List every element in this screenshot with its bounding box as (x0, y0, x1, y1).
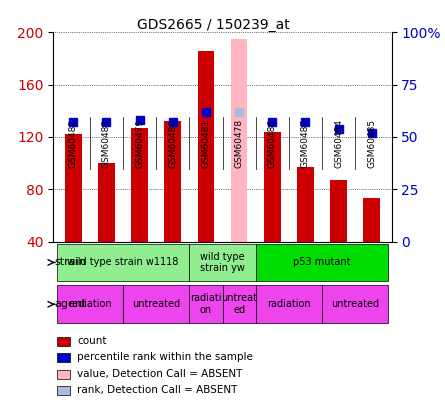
Bar (98, 163, 115, 241)
Text: untreated: untreated (132, 299, 180, 309)
Text: count: count (77, 336, 106, 346)
Text: GSM60484: GSM60484 (334, 119, 343, 168)
Text: rank, Detection Call = ABSENT: rank, Detection Call = ABSENT (77, 386, 238, 395)
Text: untreat
ed: untreat ed (221, 294, 257, 315)
Text: strain: strain (54, 258, 86, 267)
Bar (264, 132, 280, 241)
FancyBboxPatch shape (256, 286, 322, 323)
Text: agent: agent (54, 299, 86, 309)
Text: untreated: untreated (331, 299, 379, 309)
Bar (364, 198, 380, 241)
Bar (65, 134, 81, 241)
FancyBboxPatch shape (322, 286, 388, 323)
Text: GSM60483: GSM60483 (102, 119, 111, 168)
FancyBboxPatch shape (256, 244, 388, 281)
Bar (131, 128, 148, 241)
Text: percentile rank within the sample: percentile rank within the sample (77, 352, 253, 362)
Text: GSM60480: GSM60480 (168, 119, 177, 168)
Text: GSM60482: GSM60482 (69, 119, 78, 168)
Bar (297, 167, 314, 241)
Text: GSM60485: GSM60485 (367, 119, 376, 168)
Text: GSM60481: GSM60481 (202, 119, 210, 168)
Text: GDS2665 / 150239_at: GDS2665 / 150239_at (137, 18, 290, 32)
Text: radiati
on: radiati on (190, 294, 222, 315)
FancyBboxPatch shape (123, 286, 189, 323)
Bar (57, 370, 70, 379)
FancyBboxPatch shape (222, 286, 256, 323)
Text: radiation: radiation (68, 299, 112, 309)
Text: GSM60479: GSM60479 (135, 119, 144, 168)
Text: wild type strain w1118: wild type strain w1118 (67, 258, 179, 267)
Bar (231, 39, 247, 241)
Text: wild type
strain yw: wild type strain yw (200, 252, 245, 273)
Bar (57, 386, 70, 395)
Text: GSM60486: GSM60486 (268, 119, 277, 168)
Bar (165, 121, 181, 241)
Text: value, Detection Call = ABSENT: value, Detection Call = ABSENT (77, 369, 243, 379)
Text: radiation: radiation (267, 299, 311, 309)
Bar (57, 337, 70, 346)
Text: GSM60478: GSM60478 (235, 119, 243, 168)
FancyBboxPatch shape (189, 244, 256, 281)
Bar (57, 353, 70, 362)
FancyBboxPatch shape (189, 286, 222, 323)
Bar (330, 180, 347, 241)
FancyBboxPatch shape (57, 286, 123, 323)
Text: GSM60487: GSM60487 (301, 119, 310, 168)
Text: p53 mutant: p53 mutant (293, 258, 351, 267)
FancyBboxPatch shape (57, 244, 189, 281)
Bar (198, 51, 214, 241)
